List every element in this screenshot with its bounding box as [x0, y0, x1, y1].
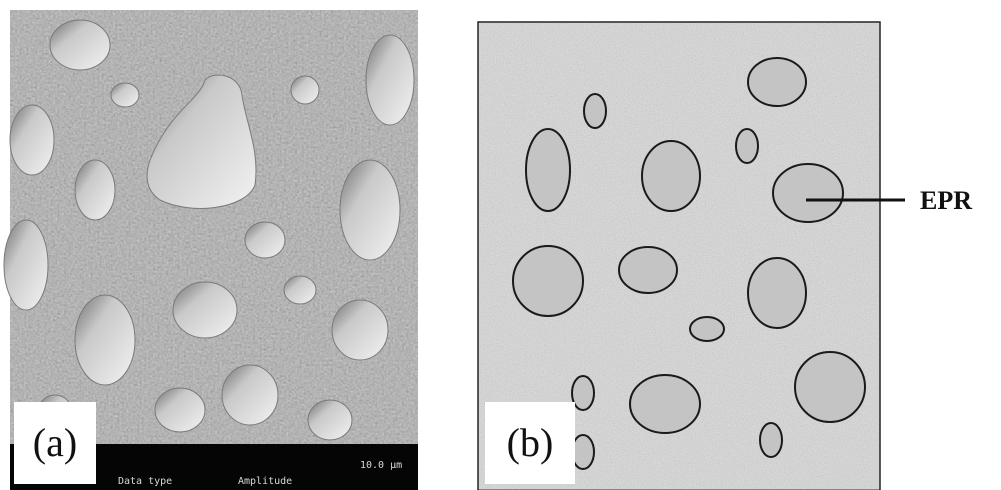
- panel-label: (b): [507, 420, 554, 465]
- figure: Data type Amplitude 10.0 µm (a) (b): [0, 0, 1001, 490]
- panel-b: (b) EPR: [478, 22, 972, 490]
- panel-label: (a): [33, 420, 77, 465]
- annotation: EPR: [920, 186, 972, 215]
- data-type-label: Data type: [118, 476, 172, 487]
- page: {"panels": [ {"label": "(a)", "data_type…: [0, 0, 1001, 490]
- panel-a: Data type Amplitude 10.0 µm (a): [4, 10, 418, 490]
- data-type-value: Amplitude: [238, 476, 292, 487]
- scale-label: 10.0 µm: [360, 460, 402, 471]
